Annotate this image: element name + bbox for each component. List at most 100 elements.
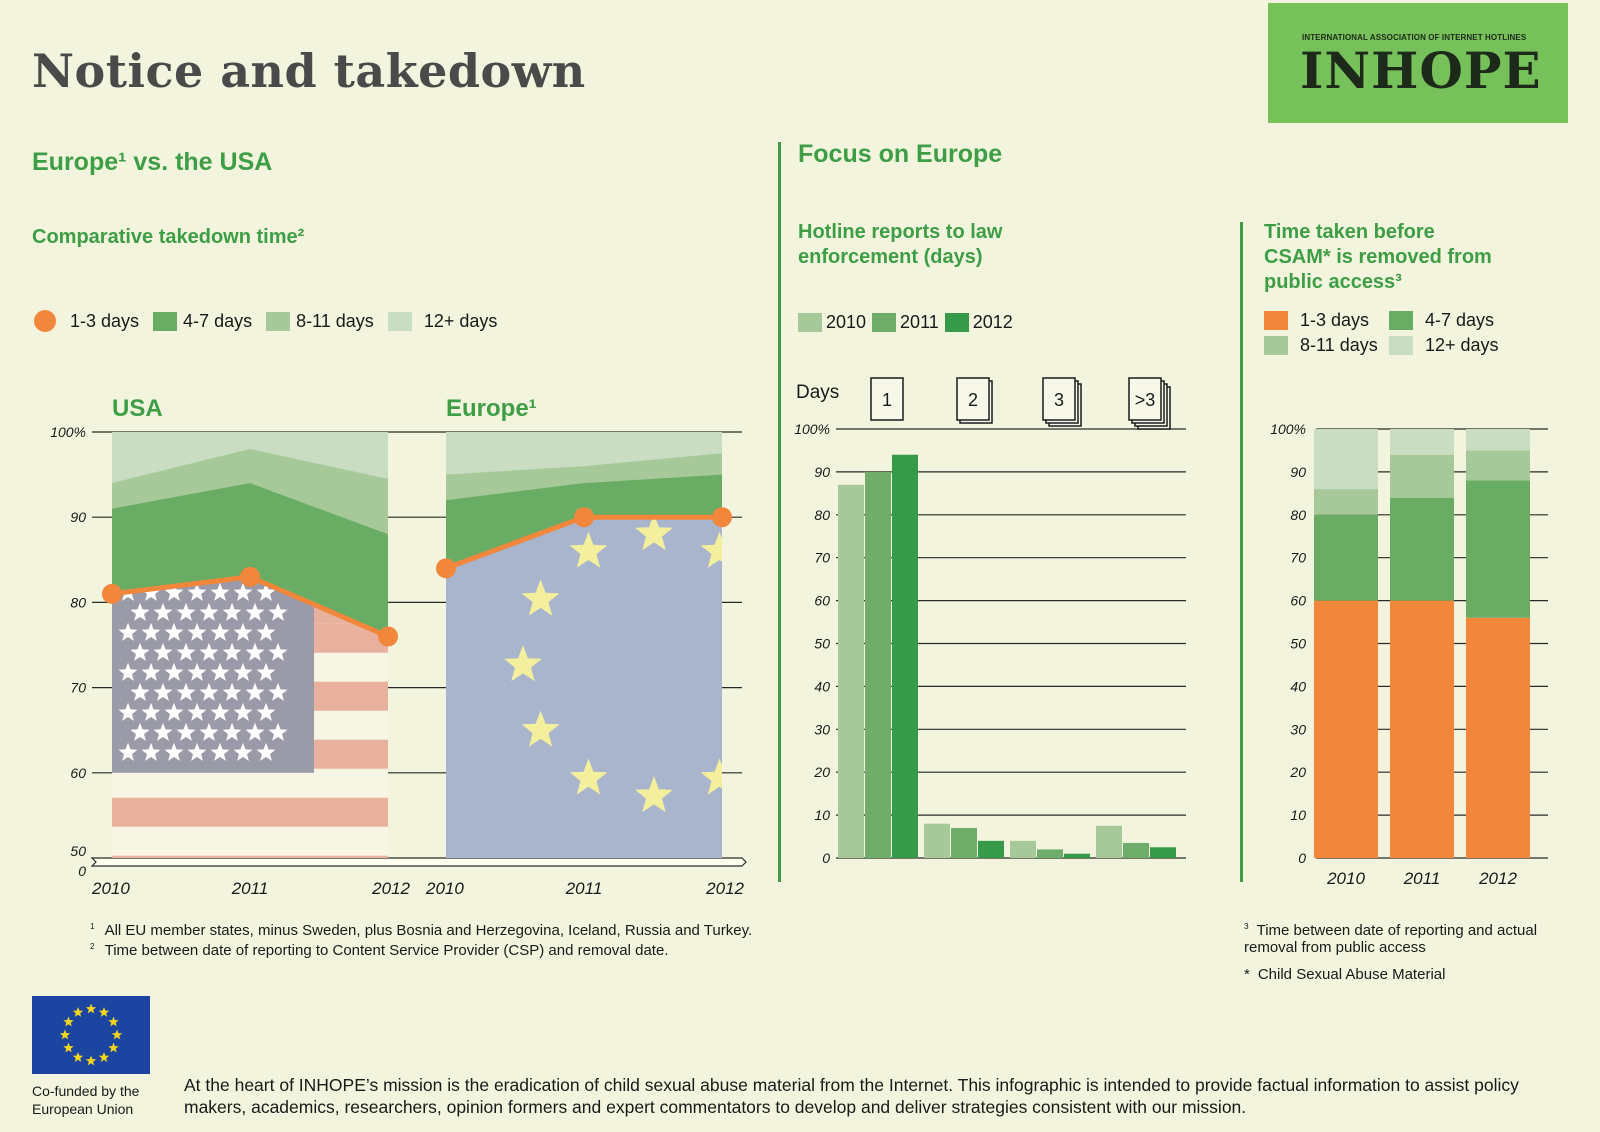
stack-1-3-days-2011 bbox=[1390, 600, 1454, 858]
point-1-3-days bbox=[240, 566, 260, 587]
flag-star bbox=[521, 710, 560, 747]
legend-left: 1-3 days 4-7 days 8-11 days 12+ days bbox=[34, 310, 511, 332]
swatch-2010 bbox=[798, 313, 822, 332]
flag-star bbox=[176, 682, 196, 701]
footnote-2-text: Time between date of reporting to Conten… bbox=[104, 942, 669, 959]
eu-flag-star bbox=[85, 1055, 97, 1066]
section-title-europe-vs-usa: Europe¹ vs. the USA bbox=[32, 148, 273, 176]
flag-star bbox=[521, 579, 560, 616]
flag-star bbox=[256, 662, 276, 681]
flag-star bbox=[748, 711, 786, 747]
y-tick-label: 30 bbox=[814, 721, 830, 737]
legend-label: 1-3 days bbox=[70, 310, 140, 331]
y-tick-label: 60 bbox=[1290, 593, 1306, 609]
flag-star bbox=[700, 531, 722, 568]
bar-2010-2 bbox=[924, 823, 950, 858]
legend-item-12: 12+ days bbox=[387, 311, 497, 332]
swatch-12 bbox=[1389, 336, 1413, 355]
flag-star bbox=[141, 622, 161, 641]
flag-star bbox=[233, 622, 253, 641]
flag-star bbox=[245, 722, 265, 741]
y-tick-label: 90 bbox=[1290, 464, 1306, 480]
x-tick-label: 2010 bbox=[1326, 869, 1365, 888]
flag-star bbox=[569, 758, 608, 795]
divider-right bbox=[1240, 222, 1243, 882]
flag-eu bbox=[446, 517, 786, 858]
logo-tagline: INTERNATIONAL ASSOCIATION OF INTERNET HO… bbox=[1302, 33, 1527, 42]
bar-2012-3 bbox=[1064, 853, 1090, 858]
flag-star bbox=[118, 662, 138, 681]
flag-star bbox=[268, 682, 288, 701]
flag-star bbox=[256, 702, 276, 721]
x-tick-label: 2012 bbox=[705, 879, 744, 898]
flag-star bbox=[210, 622, 230, 641]
swatch-2012 bbox=[944, 313, 969, 332]
point-1-3-days bbox=[712, 507, 732, 528]
flag-star bbox=[268, 722, 288, 741]
section-title-focus-europe: Focus on Europe bbox=[798, 140, 1003, 168]
legend-label: 12+ days bbox=[1425, 335, 1499, 355]
y-tick-label: 50 bbox=[70, 843, 86, 859]
flag-star bbox=[176, 642, 196, 661]
bar-2011-3 bbox=[1037, 849, 1063, 858]
stack-4-7-days-2012 bbox=[1466, 480, 1530, 618]
flag-star bbox=[187, 582, 207, 601]
y-tick-label: 40 bbox=[1290, 678, 1306, 694]
day-bucket-label: 3 bbox=[1054, 390, 1064, 410]
flag-star bbox=[164, 582, 184, 601]
x-axis-break bbox=[90, 857, 747, 867]
x-tick-label: 2011 bbox=[231, 879, 269, 898]
page-title: Notice and takedown bbox=[32, 44, 586, 98]
flag-stripe bbox=[112, 855, 388, 858]
flag-star bbox=[256, 742, 276, 761]
bar-2010-3 bbox=[1010, 840, 1036, 858]
y-tick-label: 60 bbox=[814, 593, 830, 609]
swatch-8-11 bbox=[266, 311, 291, 331]
days-label: Days bbox=[796, 382, 839, 403]
legend-label: 4-7 days bbox=[183, 310, 253, 331]
flag-star bbox=[118, 622, 138, 641]
divider-left bbox=[778, 142, 781, 882]
legend-label: 2011 bbox=[900, 312, 939, 332]
flag-star bbox=[141, 742, 161, 761]
stack-1-3-days-2012 bbox=[1466, 617, 1530, 858]
y-tick-label: 70 bbox=[814, 550, 830, 566]
eu-flag-star bbox=[98, 1007, 110, 1017]
swatch-8-11 bbox=[1264, 336, 1288, 355]
bar-2010-1 bbox=[838, 484, 864, 858]
stack-12-days-2010 bbox=[1314, 429, 1378, 490]
mission-text: At the heart of INHOPE’s mission is the … bbox=[184, 1075, 1519, 1117]
flag-star bbox=[233, 582, 253, 601]
flag-star bbox=[130, 682, 150, 701]
y-tick-label: 90 bbox=[70, 509, 86, 525]
flag-star bbox=[256, 582, 276, 601]
day-bucket-label: 2 bbox=[968, 390, 978, 410]
footnote-1: 1 All EU member states, minus Sweden, plu… bbox=[90, 922, 753, 939]
panel-label-usa: USA bbox=[112, 395, 163, 422]
bar-2012->3 bbox=[1150, 847, 1176, 858]
flag-star bbox=[233, 742, 253, 761]
y-tick-label: 100% bbox=[794, 421, 830, 437]
chart-usa-europe: 100% 90 80 70 60 50 0 2010 2011 2012 2010 2011 2012 bbox=[50, 424, 786, 898]
flag-star bbox=[141, 662, 161, 681]
y-tick-label: 50 bbox=[1290, 636, 1306, 652]
bar-2011->3 bbox=[1123, 842, 1149, 858]
y-tick-label: 80 bbox=[814, 507, 830, 523]
flag-star bbox=[233, 702, 253, 721]
flag-star bbox=[199, 602, 219, 621]
eu-flag-star bbox=[63, 1042, 74, 1053]
y-tick-label: 80 bbox=[1290, 507, 1306, 523]
footnote-2: 2 Time between date of reporting to Conte… bbox=[90, 942, 669, 959]
flag-star bbox=[210, 742, 230, 761]
inhope-logo: INTERNATIONAL ASSOCIATION OF INTERNET HO… bbox=[1268, 3, 1568, 123]
flag-star bbox=[268, 602, 288, 621]
flag-star bbox=[141, 582, 161, 601]
flag-star bbox=[176, 722, 196, 741]
panel-label-europe: Europe¹ bbox=[446, 395, 537, 422]
bar-2011-2 bbox=[951, 827, 977, 858]
bar-2012-1 bbox=[892, 454, 918, 858]
document-icon bbox=[956, 377, 990, 421]
y-tick-label: 0 bbox=[822, 850, 830, 866]
y-tick-label: 10 bbox=[1290, 807, 1306, 823]
eu-flag-star bbox=[108, 1016, 119, 1027]
